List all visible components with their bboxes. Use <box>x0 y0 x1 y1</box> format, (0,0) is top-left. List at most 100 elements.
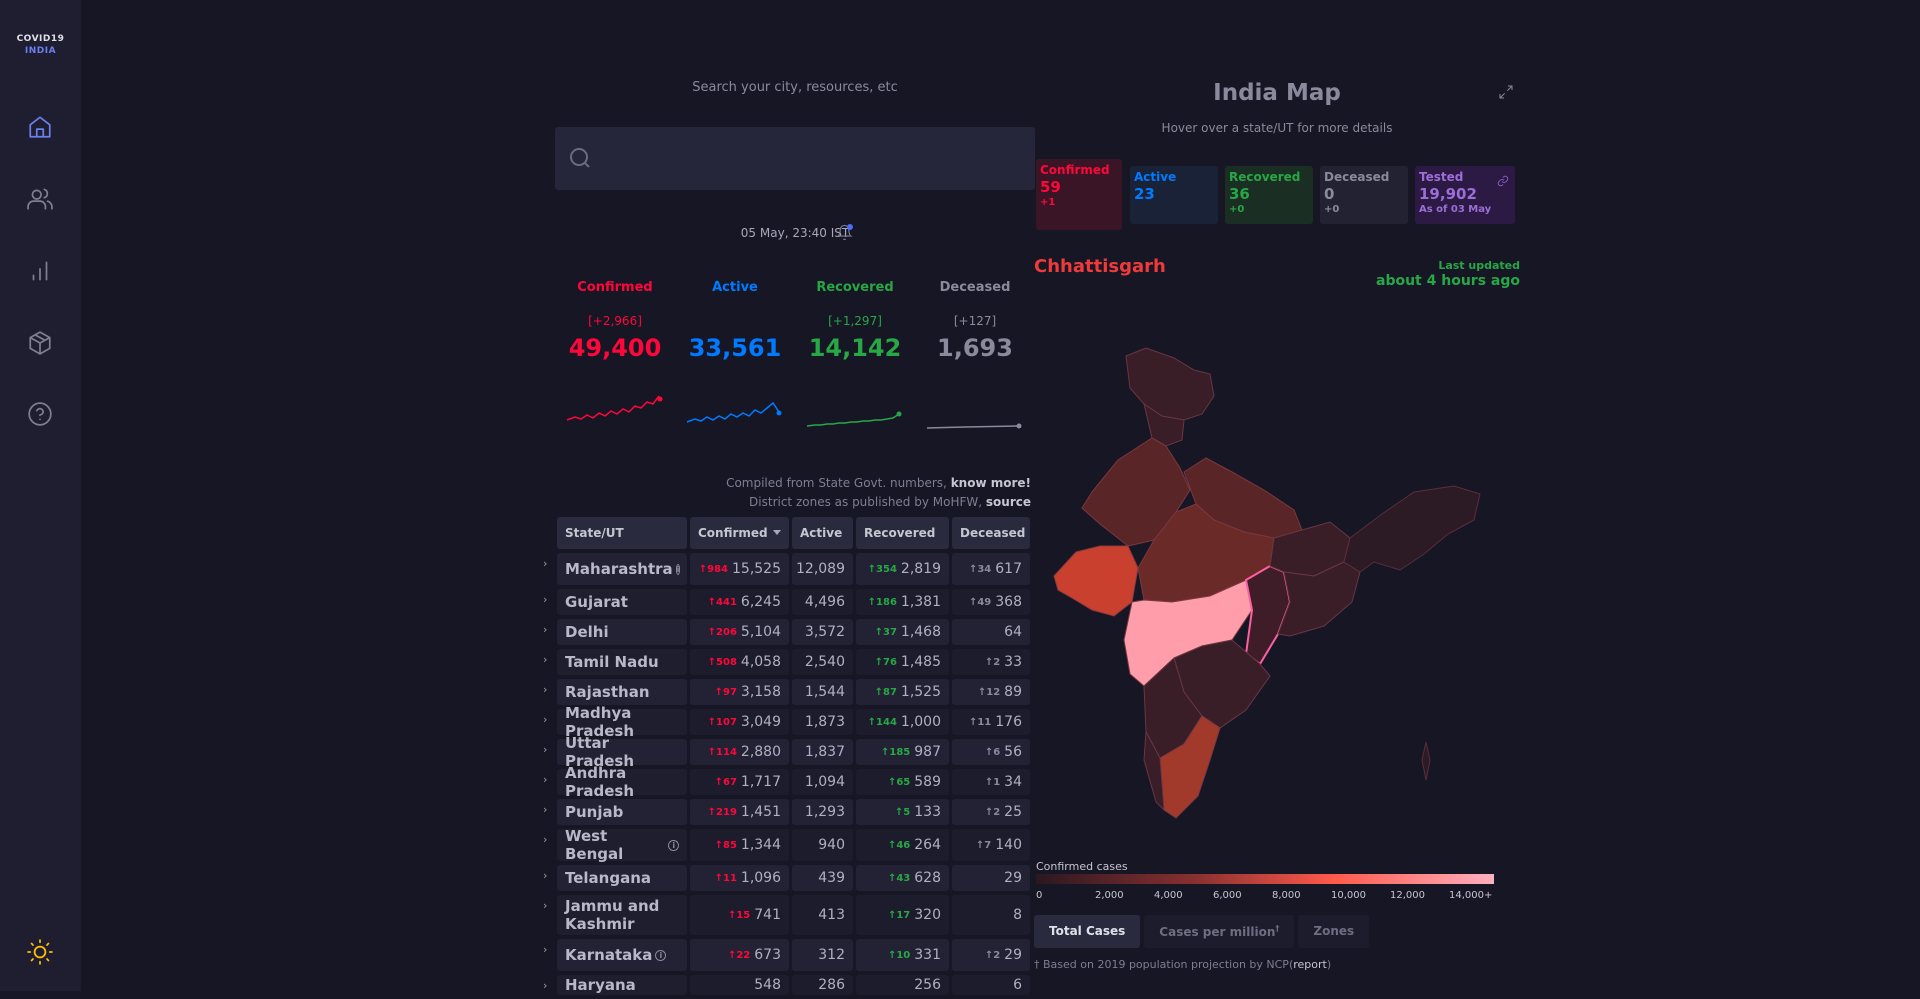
table-row[interactable]: › Gujarat ↑441 6,245 4,496 ↑186 1,381 ↑49 368 <box>543 589 1033 615</box>
header-state[interactable]: State/UT <box>557 517 687 549</box>
table-row[interactable]: › Telangana ↑11 1,096 439 ↑43 628 29 <box>543 865 1033 891</box>
header-active[interactable]: Active <box>792 517 853 549</box>
chevron-right-icon[interactable]: › <box>543 653 548 666</box>
table-row[interactable]: › Delhi ↑206 5,104 3,572 ↑37 1,468 64 <box>543 619 1033 645</box>
cell-recovered: ↑185 987 <box>856 739 949 765</box>
stat-delta: +0 <box>1324 204 1340 215</box>
state-kerala <box>1143 730 1165 812</box>
know-more-link[interactable]: know more! <box>950 476 1031 490</box>
search-input[interactable] <box>603 127 1023 190</box>
confirmed-value: 5,104 <box>740 624 781 640</box>
confirmed-delta: ↑508 <box>707 656 737 668</box>
cell-state: Punjab <box>557 799 687 825</box>
india-choropleth-map[interactable] <box>1034 340 1520 860</box>
chevron-right-icon[interactable]: › <box>543 803 548 816</box>
cell-active: 439 <box>792 865 853 891</box>
table-row[interactable]: › Haryana 548 286 256 6 <box>543 975 1033 995</box>
cell-deceased: ↑2 29 <box>952 939 1030 971</box>
tab-cases-per-million[interactable]: Cases per million† <box>1144 915 1295 948</box>
chevron-right-icon[interactable]: › <box>543 833 548 846</box>
compiled-note: Compiled from State Govt. numbers, know … <box>555 476 1031 490</box>
recovered-delta: ↑10 <box>887 949 911 961</box>
cell-confirmed: ↑97 3,158 <box>690 679 789 705</box>
sparkline-confirmed[interactable] <box>565 390 665 430</box>
state-name: Gujarat <box>565 593 628 611</box>
header-recovered[interactable]: Recovered <box>856 517 949 549</box>
chevron-right-icon[interactable]: › <box>543 593 548 606</box>
table-row[interactable]: › West Bengal i ↑85 1,344 940 ↑46 264 ↑7 140 <box>543 827 1033 863</box>
population-footnote: † Based on 2019 population projection by… <box>1034 958 1331 971</box>
deceased-delta: ↑6 <box>984 746 1001 758</box>
home-icon[interactable] <box>27 114 53 140</box>
report-link[interactable]: report <box>1293 958 1327 971</box>
cell-confirmed: ↑206 5,104 <box>690 619 789 645</box>
chevron-right-icon[interactable]: › <box>543 943 548 956</box>
confirmed-delta-value: 67 <box>722 776 737 788</box>
chevron-right-icon[interactable]: › <box>543 623 548 636</box>
tab-zones[interactable]: Zones <box>1298 915 1370 948</box>
deceased-delta: ↑2 <box>984 949 1001 961</box>
sun-icon[interactable] <box>27 939 53 965</box>
info-icon[interactable]: i <box>655 949 667 961</box>
cell-confirmed: ↑107 3,049 <box>690 709 789 735</box>
search-box[interactable] <box>555 127 1035 190</box>
cell-active: 940 <box>792 829 853 861</box>
table-row[interactable]: › Maharashtra i ↑984 15,525 12,089 ↑354 2,819 ↑3… <box>543 553 1033 585</box>
info-icon[interactable]: i <box>675 563 681 575</box>
active-value: 1,837 <box>804 744 845 760</box>
cell-recovered: ↑10 331 <box>856 939 949 971</box>
info-icon[interactable]: i <box>668 839 679 851</box>
chevron-right-icon[interactable]: › <box>543 683 548 696</box>
chevron-right-icon[interactable]: › <box>543 899 548 912</box>
table-row[interactable]: › Tamil Nadu ↑508 4,058 2,540 ↑76 1,485 ↑2 33 <box>543 649 1033 675</box>
deceased-delta-value: 2 <box>993 949 1001 961</box>
table-row[interactable]: › Karnataka i ↑22 673 312 ↑10 331 ↑2 29 <box>543 939 1033 971</box>
chevron-right-icon[interactable]: › <box>543 557 548 570</box>
chevron-right-icon[interactable]: › <box>543 979 548 992</box>
table-row[interactable]: › Uttar Pradesh ↑114 2,880 1,837 ↑185 987 ↑6 56 <box>543 734 1033 770</box>
users-icon[interactable] <box>27 186 53 212</box>
sparkline-recovered[interactable] <box>805 390 905 430</box>
chevron-right-icon[interactable]: › <box>543 869 548 882</box>
national-levels: Confirmed [+2,966] 49,400 Active 33,561 … <box>555 280 1035 440</box>
deceased-delta: ↑2 <box>984 656 1001 668</box>
cell-state: Gujarat <box>557 589 687 615</box>
tab-total-cases[interactable]: Total Cases <box>1034 915 1141 948</box>
chevron-right-icon[interactable]: › <box>543 713 548 726</box>
stat-label: Active <box>1134 170 1177 184</box>
link-icon[interactable] <box>1497 172 1509 187</box>
help-circle-icon[interactable] <box>27 401 53 427</box>
state-name: Madhya Pradesh <box>565 704 635 740</box>
deceased-delta-value: 2 <box>993 656 1001 668</box>
bell-icon[interactable] <box>836 224 856 244</box>
level-delta: [+127] <box>953 314 997 328</box>
table-row[interactable]: › Andhra Pradesh ↑67 1,717 1,094 ↑65 589 ↑1 34 <box>543 764 1033 800</box>
bar-chart-icon[interactable] <box>27 258 53 284</box>
table-row[interactable]: › Punjab ↑219 1,451 1,293 ↑5 133 ↑2 25 <box>543 799 1033 825</box>
table-row[interactable]: › Rajasthan ↑97 3,158 1,544 ↑87 1,525 ↑12 89 <box>543 679 1033 705</box>
expand-icon[interactable] <box>1498 84 1514 100</box>
stat-value: 36 <box>1229 185 1250 203</box>
header-deceased[interactable]: Deceased <box>952 517 1030 549</box>
sparkline-active[interactable] <box>685 390 785 430</box>
notification-dot <box>847 224 853 230</box>
map-title: India Map <box>1213 80 1341 106</box>
chevron-right-icon[interactable]: › <box>543 743 548 756</box>
package-icon[interactable] <box>27 330 53 356</box>
table-row[interactable]: › Jammu and Kashmir ↑15 741 413 ↑17 320 8 <box>543 895 1033 935</box>
cell-recovered: ↑17 320 <box>856 895 949 935</box>
recovered-delta: ↑76 <box>874 656 897 668</box>
deceased-delta-value: 2 <box>993 806 1001 818</box>
cell-active: 2,540 <box>792 649 853 675</box>
state-name: West Bengal <box>565 827 624 863</box>
cell-recovered: ↑186 1,381 <box>856 589 949 615</box>
header-confirmed[interactable]: Confirmed <box>690 517 789 549</box>
brand-logo[interactable]: COVID19 INDIA <box>0 33 81 57</box>
chevron-right-icon[interactable]: › <box>543 773 548 786</box>
confirmed-value: 15,525 <box>732 561 781 577</box>
source-link[interactable]: source <box>985 495 1031 509</box>
stat-delta: +0 <box>1229 204 1245 215</box>
sparkline-deceased[interactable] <box>925 390 1025 430</box>
state-northeast <box>1343 485 1481 573</box>
table-row[interactable]: › Madhya Pradesh ↑107 3,049 1,873 ↑144 1,000 ↑1… <box>543 704 1033 740</box>
